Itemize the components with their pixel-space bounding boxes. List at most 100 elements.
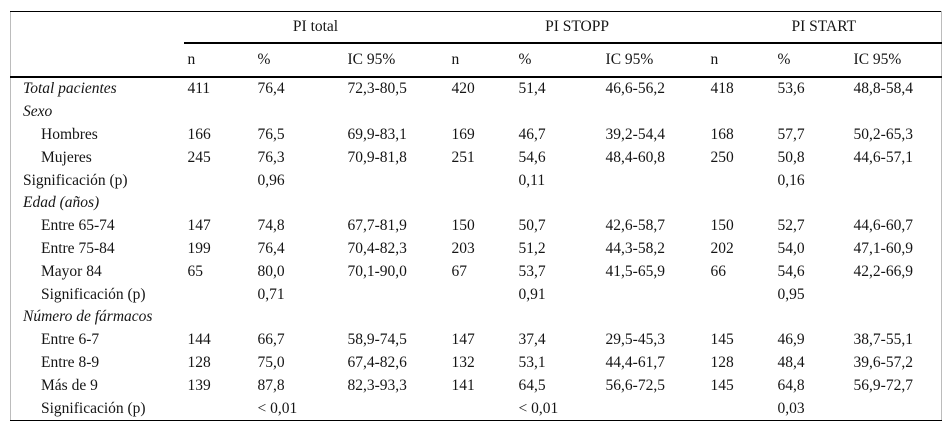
row-label: Edad (años) [23, 194, 100, 212]
row-label: Significación (p) [41, 285, 146, 303]
data-cell [850, 169, 942, 192]
data-cell: 75,0 [257, 353, 285, 371]
data-cell [184, 192, 254, 215]
table-row: Significación (p) 0,96 0,11 0,16 [11, 169, 942, 192]
data-cell: 139 [187, 376, 211, 394]
table-row: Total pacientes 411 76,4 72,3-80,5 420 51,4 46… [11, 77, 942, 101]
sub-header-row: n% IC 95% n% IC 95% n% IC 95% [10, 43, 942, 77]
sub-header-cell: n [710, 51, 719, 68]
data-cell [448, 192, 515, 215]
sub-header-cell: IC 95% [605, 51, 654, 68]
data-cell [850, 101, 942, 124]
data-cell [850, 283, 942, 306]
data-cell [850, 192, 942, 215]
data-cell: 46,6-56,2 [605, 80, 665, 98]
row-label-column-subheader [11, 43, 184, 77]
data-cell: 70,1-90,0 [347, 262, 407, 280]
data-cell: 44,6-60,7 [853, 217, 913, 235]
row-label: Hombres [41, 125, 98, 143]
data-cell: 46,9 [777, 331, 805, 349]
data-cell: 51,4 [518, 80, 546, 98]
row-label: Significación (p) [23, 171, 128, 189]
sub-header-cell: IC 95% [853, 51, 902, 68]
data-cell: 0,95 [777, 285, 805, 303]
col-group-header: PI STOPP [447, 11, 707, 44]
data-cell [254, 101, 344, 124]
data-cell: 48,4-60,8 [605, 148, 665, 166]
data-cell: 42,6-58,7 [605, 217, 665, 235]
table-row: Más de 9 139 87,8 82,3-93,3 141 64,5 56,6-72,5… [11, 374, 942, 397]
data-cell: 53,1 [518, 353, 546, 371]
data-cell [184, 306, 254, 329]
data-cell: 29,5-45,3 [605, 331, 665, 349]
data-cell: 67,4-82,6 [347, 353, 407, 371]
data-cell: 64,8 [777, 376, 805, 394]
data-cell [515, 192, 602, 215]
data-cell [774, 192, 850, 215]
data-cell [850, 306, 942, 329]
table-row: Entre 8-9 128 75,0 67,4-82,6 132 53,1 44,4-61,… [11, 352, 942, 375]
data-cell [602, 306, 707, 329]
data-cell: 0,16 [777, 171, 805, 189]
data-cell [344, 101, 448, 124]
table-row: Mujeres 245 76,3 70,9-81,8 251 54,6 48,4-60,8 2… [11, 146, 942, 169]
data-cell: 70,9-81,8 [347, 148, 407, 166]
row-label: Entre 75-84 [41, 239, 115, 257]
data-cell: 76,4 [257, 239, 285, 257]
data-cell: 87,8 [257, 376, 285, 394]
sub-header-cell: % [518, 51, 532, 68]
data-cell: 147 [451, 331, 475, 349]
data-cell: 199 [187, 239, 211, 257]
table-row: Significación (p) 0,71 0,91 0,95 [11, 283, 942, 306]
data-cell: 54,6 [777, 262, 805, 280]
sub-header-cell: IC 95% [347, 51, 396, 68]
data-cell: 420 [451, 80, 475, 98]
data-cell: 74,8 [257, 217, 285, 235]
table-row: Edad (años) [11, 192, 942, 215]
data-cell: 128 [187, 353, 211, 371]
row-label: Significación (p) [41, 399, 146, 417]
data-cell: 128 [710, 353, 734, 371]
data-cell: 50,7 [518, 217, 546, 235]
data-cell [774, 306, 850, 329]
data-cell: 0,71 [257, 285, 285, 303]
table-body: Total pacientes 411 76,4 72,3-80,5 420 51,4 46… [11, 77, 942, 420]
data-cell [448, 397, 515, 420]
col-group-header: PI START [706, 11, 942, 44]
sub-header-cell: n [451, 51, 460, 68]
group-header-row: PI total PI STOPP PI START [11, 11, 942, 44]
data-cell: 0,91 [518, 285, 546, 303]
pi-results-table: PI total PI STOPP PI START n% IC 95% n% IC 95%… [10, 11, 943, 421]
data-cell [515, 306, 602, 329]
data-cell: 0,96 [257, 171, 285, 189]
data-cell: 56,9-72,7 [853, 376, 913, 394]
data-cell: 37,4 [518, 331, 546, 349]
data-cell: 0,11 [518, 171, 546, 189]
col-group-header: PI total [183, 11, 448, 44]
row-label: Total pacientes [23, 80, 117, 98]
data-cell: 251 [451, 148, 475, 166]
data-cell: 39,2-54,4 [605, 125, 665, 143]
sub-header-cell: % [777, 51, 791, 68]
data-cell [184, 101, 254, 124]
data-cell: 57,7 [777, 125, 805, 143]
data-cell [344, 283, 448, 306]
data-cell: < 0,01 [518, 399, 559, 417]
data-cell: 54,6 [518, 148, 546, 166]
data-cell: 166 [187, 125, 211, 143]
data-cell: 145 [710, 331, 734, 349]
data-cell: 39,6-57,2 [853, 353, 913, 371]
row-label: Sexo [23, 103, 53, 121]
row-label: Más de 9 [41, 376, 98, 394]
row-label: Número de fármacos [23, 308, 153, 326]
data-cell: 64,5 [518, 376, 546, 394]
data-cell: 46,7 [518, 125, 546, 143]
data-cell: 168 [710, 125, 734, 143]
data-cell: 82,3-93,3 [347, 376, 407, 394]
data-cell: 53,6 [777, 80, 805, 98]
data-cell: 52,7 [777, 217, 805, 235]
data-cell [774, 101, 850, 124]
data-cell: 51,2 [518, 239, 546, 257]
data-cell: 70,4-82,3 [347, 239, 407, 257]
